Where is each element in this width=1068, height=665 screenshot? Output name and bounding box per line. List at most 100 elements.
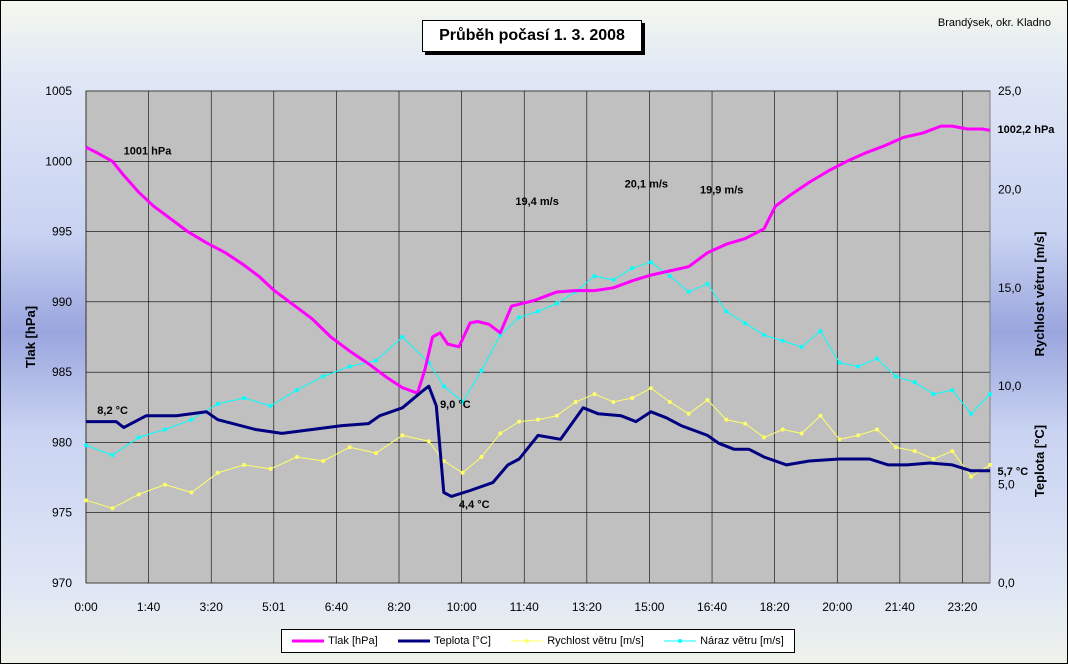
left-tick-label: 1005 bbox=[45, 84, 72, 98]
series-point-2 bbox=[479, 455, 484, 460]
right-tick-label: 20,0 bbox=[998, 182, 1022, 196]
legend: Tlak [hPa] Teplota [°C] Rychlost větru [… bbox=[281, 629, 795, 653]
annotation-label: 19,9 m/s bbox=[700, 184, 743, 196]
series-point-3 bbox=[441, 384, 446, 389]
series-point-3 bbox=[743, 321, 748, 326]
series-point-3 bbox=[931, 392, 936, 397]
x-tick-label: 10:00 bbox=[447, 600, 477, 614]
location-label: Brandýsek, okr. Kladno bbox=[937, 17, 1051, 29]
series-point-2 bbox=[321, 458, 326, 463]
x-tick-label: 18:20 bbox=[760, 600, 790, 614]
x-tick-label: 20:00 bbox=[822, 600, 852, 614]
series-point-2 bbox=[215, 470, 220, 475]
series-point-3 bbox=[912, 380, 917, 385]
annotation-label: 9,0 °C bbox=[440, 399, 471, 411]
series-point-2 bbox=[856, 433, 861, 438]
series-point-3 bbox=[498, 333, 503, 338]
series-point-2 bbox=[988, 462, 992, 467]
left-axis-label: Tlak [hPa] bbox=[23, 306, 38, 368]
series-point-3 bbox=[400, 335, 405, 339]
x-tick-label: 5:01 bbox=[262, 600, 286, 614]
series-point-2 bbox=[893, 445, 898, 450]
series-point-2 bbox=[592, 392, 597, 397]
series-point-3 bbox=[479, 368, 484, 373]
series-point-2 bbox=[400, 433, 405, 438]
right-axis-ticks: 0,0 5,0 10,0 15,0 20,0 25,0 bbox=[998, 84, 1022, 590]
right-tick-label: 10,0 bbox=[998, 379, 1022, 393]
series-point-3 bbox=[856, 364, 861, 369]
x-tick-label: 13:20 bbox=[572, 600, 602, 614]
series-point-3 bbox=[110, 453, 115, 458]
right-axis-label-wind: Rychlost větru [m/s] bbox=[1032, 232, 1047, 357]
right-tick-label: 5,0 bbox=[998, 478, 1015, 492]
annotation-label: 19,4 m/s bbox=[515, 196, 558, 208]
annotations-group: 1001 hPa 1002,2 hPa 8,2 °C 9,0 °C 4,4 °C 5,7 … bbox=[97, 124, 1055, 511]
right-tick-label: 0,0 bbox=[998, 576, 1015, 590]
series-point-2 bbox=[374, 451, 379, 456]
series-point-2 bbox=[950, 449, 955, 454]
x-tick-label: 21:40 bbox=[885, 600, 915, 614]
series-point-2 bbox=[912, 449, 917, 454]
left-tick-label: 990 bbox=[52, 295, 72, 309]
series-point-2 bbox=[517, 419, 522, 424]
series-point-3 bbox=[799, 344, 804, 349]
series-point-3 bbox=[724, 309, 729, 314]
right-tick-label: 15,0 bbox=[998, 281, 1022, 295]
legend-swatch-temperature bbox=[397, 639, 430, 643]
series-point-3 bbox=[837, 360, 842, 365]
left-tick-label: 970 bbox=[52, 576, 72, 590]
left-tick-label: 985 bbox=[52, 365, 72, 379]
series-point-2 bbox=[780, 427, 785, 432]
right-tick-label: 25,0 bbox=[998, 84, 1022, 98]
series-point-2 bbox=[875, 427, 879, 432]
series-point-2 bbox=[686, 411, 691, 416]
series-line-2 bbox=[85, 387, 991, 509]
series-point-2 bbox=[242, 462, 247, 467]
series-point-2 bbox=[110, 506, 115, 511]
series-point-2 bbox=[136, 492, 141, 497]
series-point-2 bbox=[294, 455, 299, 460]
x-tick-label: 3:20 bbox=[200, 600, 224, 614]
series-point-2 bbox=[573, 399, 578, 404]
annotation-label: 20,1 m/s bbox=[625, 178, 668, 190]
series-point-3 bbox=[780, 338, 785, 343]
series-point-3 bbox=[536, 309, 540, 314]
left-tick-label: 975 bbox=[52, 506, 72, 520]
legend-item-wind-gust: Náraz větru [m/s] bbox=[664, 635, 784, 647]
series-line-0 bbox=[85, 124, 991, 395]
series-point-2 bbox=[743, 421, 748, 426]
series-point-3 bbox=[705, 281, 710, 286]
series-point-3 bbox=[242, 396, 247, 401]
series-point-3 bbox=[189, 417, 194, 422]
x-tick-label: 15:00 bbox=[634, 600, 664, 614]
annotation-label: 5,7 °C bbox=[998, 466, 1029, 478]
series-point-3 bbox=[893, 374, 898, 379]
series-point-3 bbox=[460, 399, 465, 404]
series-point-2 bbox=[630, 396, 635, 401]
x-tick-label: 0:00 bbox=[74, 600, 98, 614]
series-point-3 bbox=[84, 443, 88, 448]
series-point-2 bbox=[649, 386, 653, 391]
series-point-3 bbox=[686, 289, 691, 294]
legend-label-temperature: Teplota [°C] bbox=[433, 635, 491, 647]
series-point-3 bbox=[762, 333, 766, 338]
series-point-2 bbox=[667, 399, 672, 404]
series-point-3 bbox=[517, 315, 522, 320]
series-point-2 bbox=[554, 413, 559, 418]
series-point-3 bbox=[988, 392, 992, 397]
annotation-label: 1002,2 hPa bbox=[998, 124, 1056, 136]
series-point-2 bbox=[163, 482, 168, 487]
series-point-2 bbox=[189, 490, 194, 495]
series-point-3 bbox=[347, 364, 352, 369]
series-point-2 bbox=[84, 498, 88, 503]
series-point-2 bbox=[347, 445, 352, 450]
annotation-label: 1001 hPa bbox=[124, 145, 173, 157]
series-point-3 bbox=[630, 266, 635, 271]
series-point-3 bbox=[667, 273, 672, 278]
series-point-2 bbox=[837, 437, 842, 442]
chart-title: Průběh počasí 1. 3. 2008 bbox=[422, 20, 642, 52]
series-point-2 bbox=[705, 397, 710, 402]
series-point-3 bbox=[818, 329, 823, 334]
x-tick-label: 1:40 bbox=[137, 600, 161, 614]
